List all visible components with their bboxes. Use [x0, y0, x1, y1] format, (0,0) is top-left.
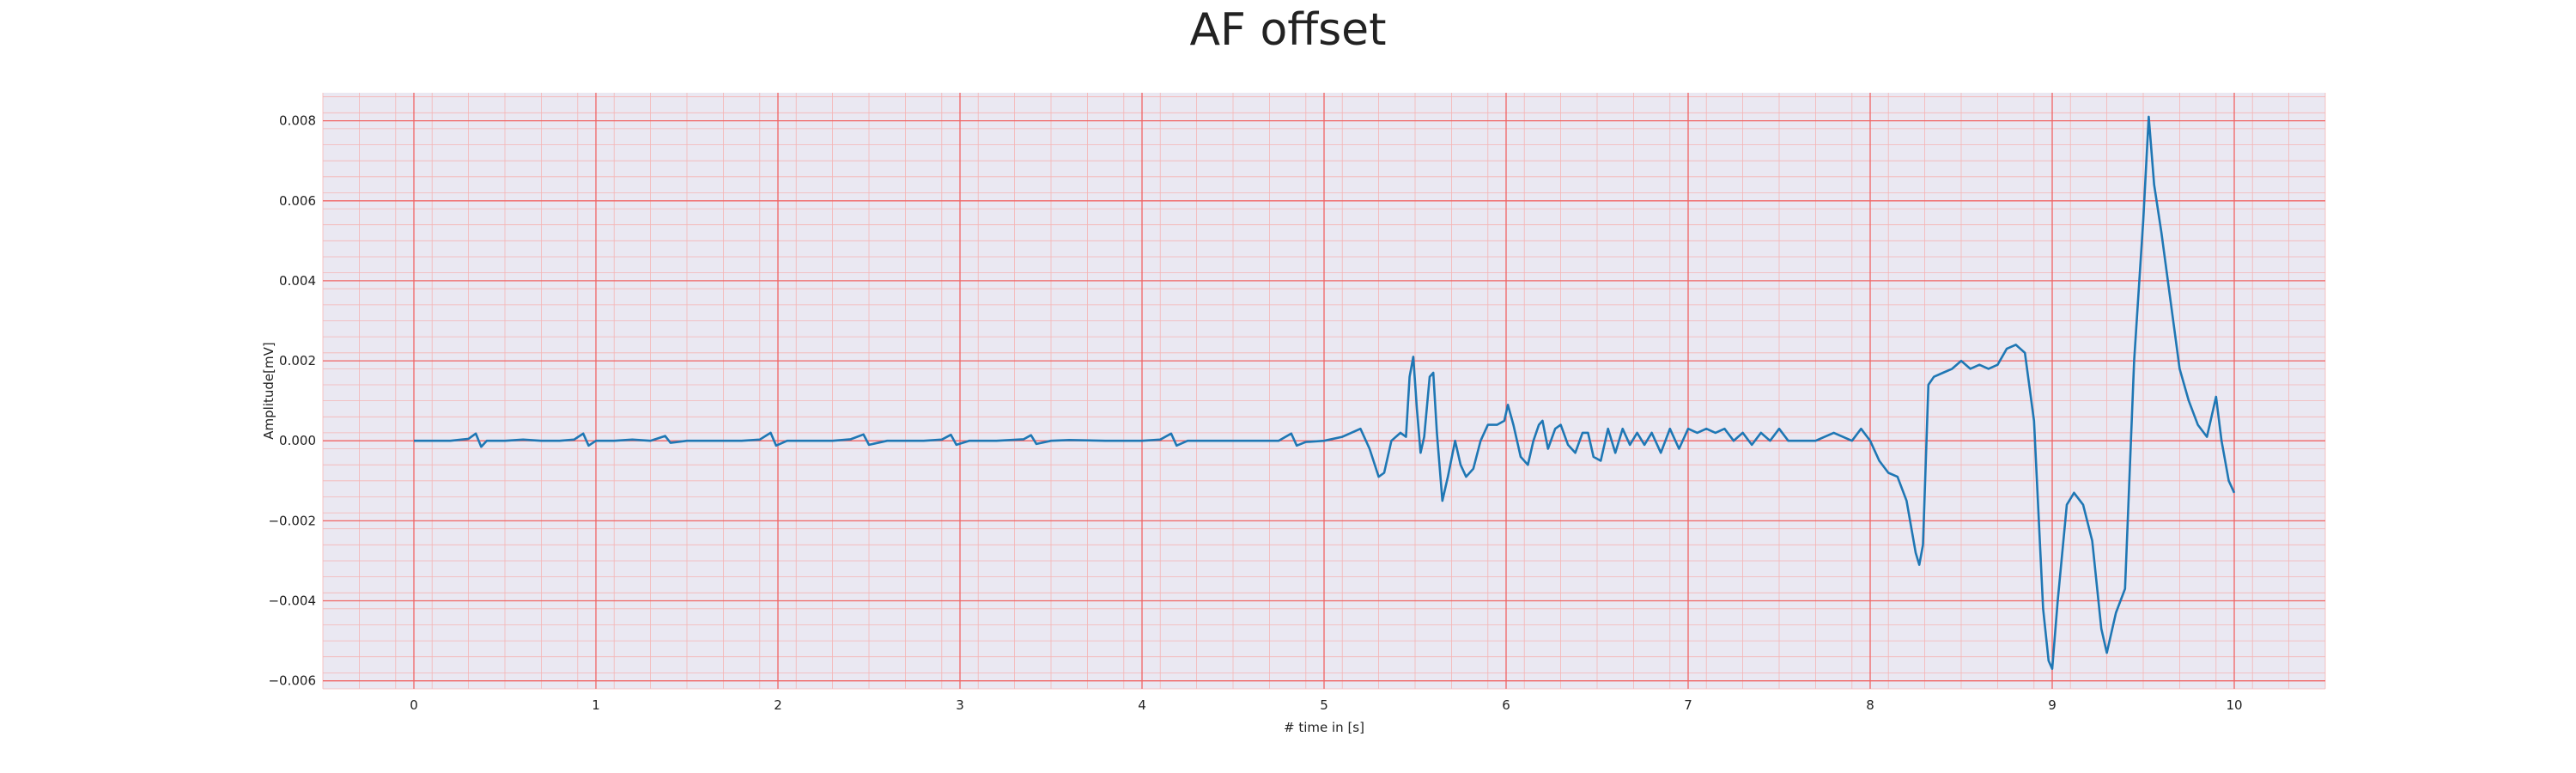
y-tick-label: 0.004 — [279, 273, 316, 289]
y-axis-label: Amplitude[mV] — [261, 342, 276, 439]
y-axis-ticks: −0.006 −0.004 −0.002 0.000 0.002 0.004 0.006 0.… — [268, 113, 316, 689]
y-tick-label: 0.002 — [279, 353, 316, 368]
x-tick-label: 1 — [592, 697, 600, 713]
x-tick-label: 10 — [2226, 697, 2242, 713]
x-axis-ticks: 0 1 2 3 4 5 6 7 8 9 10 — [410, 697, 2242, 713]
y-tick-label: −0.004 — [268, 593, 316, 609]
y-tick-label: −0.006 — [268, 673, 316, 689]
x-tick-label: 6 — [1502, 697, 1510, 713]
x-tick-label: 0 — [410, 697, 418, 713]
y-tick-label: 0.008 — [279, 113, 316, 129]
x-tick-label: 7 — [1684, 697, 1692, 713]
chart-title: AF offset — [1189, 4, 1386, 56]
signal-line — [414, 115, 2236, 670]
x-tick-label: 3 — [956, 697, 964, 713]
x-tick-label: 4 — [1138, 697, 1146, 713]
y-tick-label: −0.002 — [268, 513, 316, 528]
x-tick-label: 8 — [1866, 697, 1874, 713]
x-tick-label: 2 — [774, 697, 782, 713]
x-axis-label: # time in [s] — [1284, 720, 1364, 735]
major-grid — [323, 93, 2325, 689]
x-tick-label: 9 — [2048, 697, 2057, 713]
x-tick-label: 5 — [1320, 697, 1328, 713]
y-tick-label: 0.000 — [279, 433, 316, 448]
y-tick-label: 0.006 — [279, 193, 316, 209]
